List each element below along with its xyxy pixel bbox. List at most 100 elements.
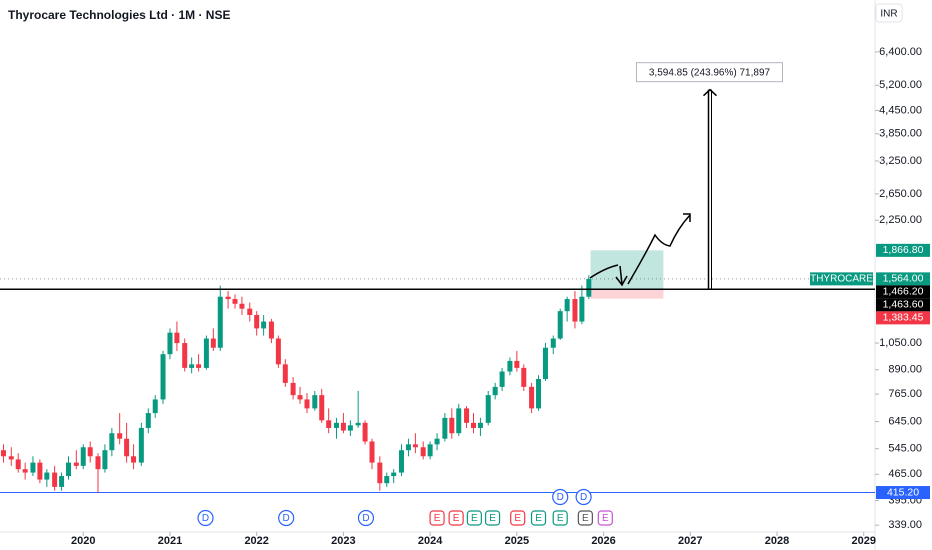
candle-body: [44, 472, 50, 480]
y-tick-label: 2,250.00: [879, 214, 922, 226]
earnings-label: E: [582, 513, 589, 524]
candle-body: [434, 438, 440, 445]
x-tick-label: 2020: [71, 535, 95, 547]
dividend-marker: [552, 488, 569, 506]
candle-body: [174, 332, 180, 344]
x-tick-label: 2027: [678, 535, 702, 547]
candle-body: [477, 422, 483, 428]
candle-body: [160, 354, 166, 400]
y-tick-label: 765.00: [888, 388, 922, 400]
candle-body: [340, 422, 346, 431]
x-tick-label: 2023: [331, 535, 355, 547]
candle-body: [37, 462, 43, 480]
candle-body: [66, 462, 72, 477]
candle-body: [405, 444, 411, 451]
hand-stroke: [589, 264, 619, 279]
candle-body: [369, 441, 375, 463]
stop-zone: [590, 289, 664, 299]
dividend-label: D: [283, 513, 290, 524]
candle-body: [8, 456, 14, 460]
candle-body: [167, 332, 173, 355]
price-label-box: [876, 311, 930, 325]
x-tick-label: 2022: [244, 535, 268, 547]
candle-body: [420, 447, 426, 457]
symbol-tag: [810, 272, 873, 286]
candle-body: [210, 338, 216, 348]
dividend-label: D: [362, 513, 369, 524]
price-label-box: [876, 272, 930, 286]
earnings-label: E: [471, 513, 478, 524]
candle-body: [304, 399, 310, 409]
candle-body: [189, 364, 195, 368]
candle-body: [391, 472, 397, 477]
candle-body: [542, 347, 548, 380]
candle-body: [247, 308, 253, 315]
hand-arrow-down: [615, 265, 628, 287]
candle-body: [124, 438, 130, 457]
candle-body: [138, 427, 144, 463]
candle-body: [109, 433, 115, 451]
plot: [0, 51, 879, 536]
candle-body: [514, 360, 520, 368]
candle-body: [239, 303, 245, 309]
candle-body: [182, 343, 188, 368]
earnings-label: E: [434, 513, 441, 524]
dividend-marker: [197, 509, 214, 527]
price-label-box: [876, 486, 930, 500]
x-tick-label: 2028: [765, 535, 789, 547]
candle-body: [384, 476, 390, 484]
y-tick-label: 4,450.00: [879, 104, 922, 116]
candle-body: [564, 299, 570, 312]
target-zone: [590, 250, 664, 290]
earnings-label: E: [514, 513, 521, 524]
candle-body: [485, 395, 491, 423]
candle-body: [521, 367, 527, 387]
candle-body: [225, 296, 231, 300]
candle-body: [196, 364, 202, 368]
candle-body: [499, 371, 505, 387]
candle-body: [261, 321, 267, 329]
candle-body: [572, 299, 578, 322]
candle-body: [312, 395, 318, 409]
earnings-marker: [510, 510, 526, 526]
candle-body: [427, 444, 433, 457]
drawing-layer: [589, 213, 691, 287]
earnings-marker: [429, 510, 445, 526]
currency-box[interactable]: [875, 3, 903, 23]
earnings-label: E: [489, 513, 496, 524]
price-label: 1,466.20: [883, 286, 924, 298]
y-tick-label: 465.00: [888, 468, 922, 480]
measure-label: 3,594.85 (243.96%) 71,897: [649, 67, 771, 78]
earnings-label: E: [557, 513, 564, 524]
candle-body: [529, 386, 535, 409]
price-label: 1,383.45: [883, 312, 924, 324]
candle-body: [347, 425, 353, 431]
candle-body: [73, 462, 79, 466]
y-tick-label: 2,650.00: [879, 188, 922, 200]
price-label-box: [876, 298, 930, 312]
candle-body: [492, 386, 498, 396]
y-tick-label: 6,400.00: [879, 46, 922, 58]
earnings-marker: [552, 510, 568, 526]
candle-body: [145, 413, 151, 428]
candle-body: [203, 338, 209, 368]
candle-body: [95, 456, 101, 470]
earnings-label: E: [535, 513, 542, 524]
dividend-marker: [278, 509, 295, 527]
price-label: 415.20: [887, 486, 919, 498]
symbol-name: THYROCARE: [810, 274, 873, 285]
candle-body: [550, 338, 556, 348]
y-tick-label: 545.00: [888, 443, 922, 455]
earnings-marker: [577, 510, 593, 526]
candle-body: [0, 450, 6, 457]
price-label: 1,564.00: [883, 273, 924, 285]
candle-body: [22, 469, 28, 473]
candle-body: [399, 450, 405, 473]
dividend-label: D: [202, 513, 209, 524]
x-tick-label: 2026: [591, 535, 615, 547]
candle-body: [470, 422, 476, 428]
hand-arrow-up: [627, 213, 691, 285]
currency[interactable]: INR: [880, 9, 897, 20]
